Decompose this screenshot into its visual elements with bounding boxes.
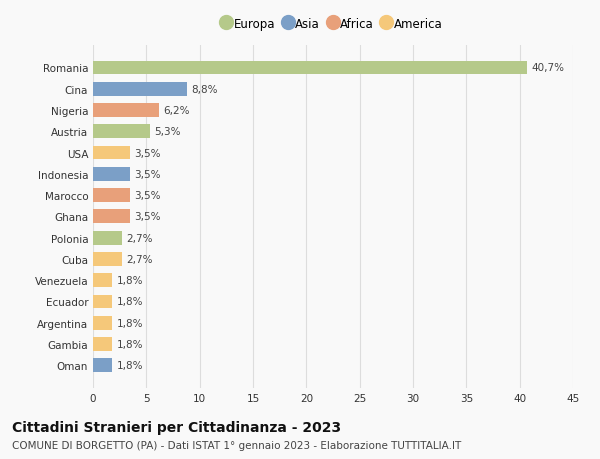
Bar [93,358,112,372]
Text: 1,8%: 1,8% [116,318,143,328]
Legend: Europa, Asia, Africa, America: Europa, Asia, Africa, America [220,14,446,34]
Text: Cittadini Stranieri per Cittadinanza - 2023: Cittadini Stranieri per Cittadinanza - 2… [12,420,341,434]
Bar [93,62,527,75]
Text: 2,7%: 2,7% [126,233,152,243]
Text: 5,3%: 5,3% [154,127,181,137]
Text: 1,8%: 1,8% [116,339,143,349]
Bar [93,146,130,160]
Bar [93,83,187,96]
Bar [93,295,112,308]
Bar [93,189,130,202]
Text: 1,8%: 1,8% [116,275,143,285]
Bar [93,168,130,181]
Bar [93,104,159,118]
Text: COMUNE DI BORGETTO (PA) - Dati ISTAT 1° gennaio 2023 - Elaborazione TUTTITALIA.I: COMUNE DI BORGETTO (PA) - Dati ISTAT 1° … [12,440,461,450]
Bar [93,231,122,245]
Bar [93,337,112,351]
Text: 1,8%: 1,8% [116,360,143,370]
Text: 3,5%: 3,5% [134,148,161,158]
Bar [93,316,112,330]
Text: 3,5%: 3,5% [134,212,161,222]
Bar [93,252,122,266]
Text: 3,5%: 3,5% [134,190,161,201]
Text: 3,5%: 3,5% [134,169,161,179]
Text: 2,7%: 2,7% [126,254,152,264]
Text: 40,7%: 40,7% [532,63,565,73]
Text: 8,8%: 8,8% [191,84,218,95]
Bar [93,274,112,287]
Bar [93,125,149,139]
Bar [93,210,130,224]
Text: 6,2%: 6,2% [163,106,190,116]
Text: 1,8%: 1,8% [116,297,143,307]
